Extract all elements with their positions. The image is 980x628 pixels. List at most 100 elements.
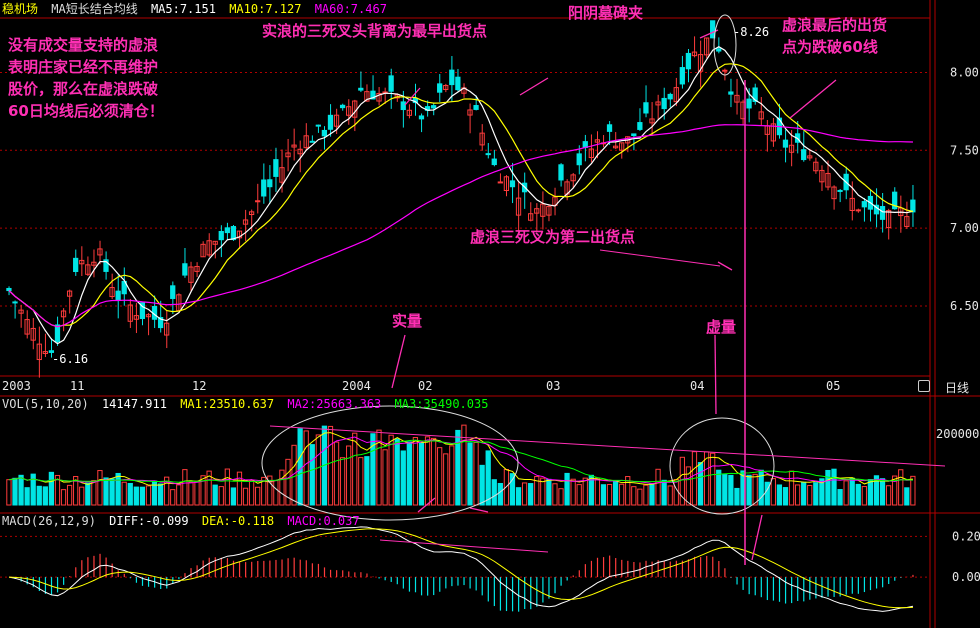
macd-label: MACD:0.037 xyxy=(287,514,360,528)
volume-bar xyxy=(515,487,522,506)
volume-bar xyxy=(430,437,437,506)
second-sell-note: 虚浪三死叉为第二出货点 xyxy=(470,228,636,246)
x-tick-label: 05 xyxy=(826,379,840,393)
lock-icon[interactable] xyxy=(918,380,930,392)
volume-bar xyxy=(339,457,346,506)
volume-bar xyxy=(807,485,813,506)
period-label[interactable]: 日线 xyxy=(945,381,970,395)
x-tick-label: 2003 xyxy=(2,379,31,393)
volume-bar xyxy=(813,482,819,506)
candle-body xyxy=(540,203,546,217)
volume-bar xyxy=(364,456,370,506)
candle-body xyxy=(242,219,249,225)
volume-bar xyxy=(594,477,601,506)
candle-body xyxy=(837,189,843,192)
volume-bar xyxy=(133,486,139,506)
indicator-name: MA短长结合均线 xyxy=(51,2,138,16)
annotation-arrow xyxy=(469,507,489,513)
candle-body xyxy=(145,314,152,318)
candle-body xyxy=(813,161,819,172)
vol-ma1-line xyxy=(8,432,914,486)
volume-bar xyxy=(509,473,516,506)
x-tick-label: 03 xyxy=(546,379,560,393)
volume-bar xyxy=(467,442,473,506)
candle-body xyxy=(849,197,855,211)
volume-bar xyxy=(764,481,770,506)
candle-body xyxy=(115,290,121,301)
candle-body xyxy=(819,169,825,183)
diff-line xyxy=(8,526,914,612)
volume-bar xyxy=(400,450,406,506)
volume-bar xyxy=(376,429,382,506)
candle-body xyxy=(376,92,382,102)
candle-body xyxy=(497,181,503,184)
macd-tick-label: 0.00 xyxy=(952,570,980,584)
candle-body xyxy=(255,200,261,203)
ma5-line xyxy=(8,46,914,345)
candle-body xyxy=(710,20,716,39)
ma10-label: MA10:7.127 xyxy=(229,2,302,16)
annotation-arrow xyxy=(789,79,837,119)
volume-bar xyxy=(770,478,776,506)
volume-trendline xyxy=(269,425,946,467)
candle-body xyxy=(491,158,497,166)
candle-body xyxy=(73,257,79,273)
candle-body xyxy=(691,51,698,57)
volume-bar xyxy=(303,430,309,506)
candle-body xyxy=(443,85,449,90)
candle-body xyxy=(637,122,643,130)
price-tick-label: 8.00 xyxy=(950,65,979,79)
volume-bar xyxy=(521,482,528,506)
volume-bar xyxy=(655,468,661,506)
volume-bar xyxy=(837,489,843,506)
volume-bar xyxy=(734,487,740,506)
volume-bar xyxy=(382,449,388,506)
candle-body xyxy=(230,226,237,241)
candle-body xyxy=(406,109,412,116)
candle-body xyxy=(503,176,510,192)
candle-body xyxy=(30,327,36,341)
candle-body xyxy=(528,213,534,221)
volume-bar xyxy=(91,480,97,506)
x-tick-label: 04 xyxy=(690,379,704,393)
ma5-label: MA5:7.151 xyxy=(150,2,216,16)
volume-bar xyxy=(346,445,352,506)
annotation-arrow xyxy=(391,334,406,389)
volume-bar xyxy=(103,477,109,506)
candle-body xyxy=(558,164,564,181)
candle-body xyxy=(188,266,194,283)
ma60-label: MA60:7.467 xyxy=(314,2,387,16)
volume-bar xyxy=(212,484,218,506)
left-note: 没有成交量支持的虚浪 表明庄家已经不再维护 股价，那么在虚浪跌破 60日均线后必… xyxy=(8,36,164,120)
candle-body xyxy=(612,145,619,149)
vol-ma3-line xyxy=(8,439,913,483)
volume-bar xyxy=(127,482,133,506)
volume-bar xyxy=(546,478,552,506)
candle-body xyxy=(479,132,485,146)
candle-body xyxy=(36,343,42,361)
candle-body xyxy=(48,350,55,353)
volume-bar xyxy=(352,432,358,506)
volume-bar xyxy=(97,470,103,506)
volume-ma-lines xyxy=(8,432,914,486)
candle-body xyxy=(206,240,212,256)
volume-bar xyxy=(309,444,315,506)
volume-bar xyxy=(631,486,637,506)
price-tick-label: 7.00 xyxy=(950,221,979,235)
candle-body xyxy=(722,69,728,72)
volume-bar xyxy=(443,453,449,506)
volume-bar xyxy=(904,487,910,506)
dea-label: DEA:-0.118 xyxy=(201,514,275,528)
candle-body xyxy=(673,87,679,103)
candle-body xyxy=(667,93,673,100)
volume-bar xyxy=(255,486,261,506)
fake-volume-ellipse xyxy=(669,417,775,515)
volume-bar xyxy=(279,469,285,506)
candle-body xyxy=(12,301,18,304)
volume-bar xyxy=(218,486,224,506)
volume-bar xyxy=(206,470,212,506)
volume-bar xyxy=(861,486,867,506)
candle-body xyxy=(449,69,455,86)
candle-body xyxy=(321,129,328,137)
candle-body xyxy=(534,208,540,214)
